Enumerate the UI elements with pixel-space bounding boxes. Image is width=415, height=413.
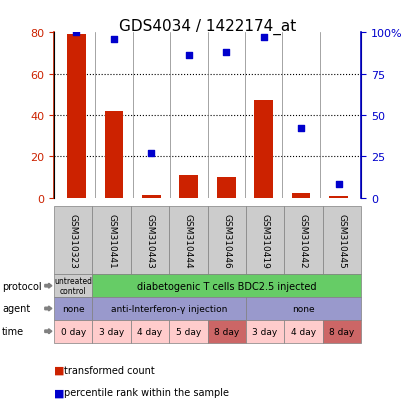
Text: percentile rank within the sample: percentile rank within the sample	[64, 387, 229, 397]
Bar	[105, 112, 123, 198]
Text: untreated
control: untreated control	[54, 276, 92, 296]
Text: 3 day: 3 day	[252, 327, 278, 336]
Text: ■: ■	[54, 365, 64, 375]
Point	[335, 182, 342, 188]
Text: time: time	[2, 326, 24, 337]
Bar	[329, 196, 348, 198]
Bar	[254, 101, 273, 198]
Text: 8 day: 8 day	[214, 327, 239, 336]
Text: agent: agent	[2, 304, 30, 314]
Bar	[142, 195, 161, 198]
Point	[148, 150, 155, 157]
Text: transformed count: transformed count	[64, 365, 155, 375]
Point	[223, 50, 229, 56]
Text: GSM310419: GSM310419	[261, 213, 270, 268]
Text: 4 day: 4 day	[137, 327, 163, 336]
Text: GDS4034 / 1422174_at: GDS4034 / 1422174_at	[119, 19, 296, 35]
Text: 3 day: 3 day	[99, 327, 124, 336]
Point	[186, 53, 192, 59]
Text: 5 day: 5 day	[176, 327, 201, 336]
Point	[110, 36, 117, 43]
Text: protocol: protocol	[2, 281, 42, 291]
Text: GSM310442: GSM310442	[299, 214, 308, 268]
Text: GSM310441: GSM310441	[107, 213, 116, 268]
Bar	[67, 35, 86, 198]
Point	[73, 30, 80, 36]
Text: GSM310446: GSM310446	[222, 213, 231, 268]
Text: 8 day: 8 day	[329, 327, 354, 336]
Text: GSM310443: GSM310443	[145, 213, 154, 268]
Text: ■: ■	[54, 387, 64, 397]
Bar	[217, 178, 236, 198]
Point	[298, 126, 305, 132]
Text: GSM310444: GSM310444	[184, 214, 193, 268]
Text: GSM310323: GSM310323	[68, 213, 78, 268]
Bar	[292, 193, 310, 198]
Text: diabetogenic T cells BDC2.5 injected: diabetogenic T cells BDC2.5 injected	[137, 281, 317, 291]
Text: 0 day: 0 day	[61, 327, 86, 336]
Text: none: none	[292, 304, 315, 313]
Text: GSM310445: GSM310445	[337, 213, 347, 268]
Bar	[179, 176, 198, 198]
Text: 4 day: 4 day	[291, 327, 316, 336]
Text: anti-Interferon-γ injection: anti-Interferon-γ injection	[111, 304, 227, 313]
Text: none: none	[62, 304, 85, 313]
Point	[260, 35, 267, 41]
